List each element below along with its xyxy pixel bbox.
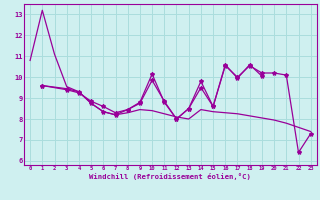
X-axis label: Windchill (Refroidissement éolien,°C): Windchill (Refroidissement éolien,°C) bbox=[90, 173, 251, 180]
